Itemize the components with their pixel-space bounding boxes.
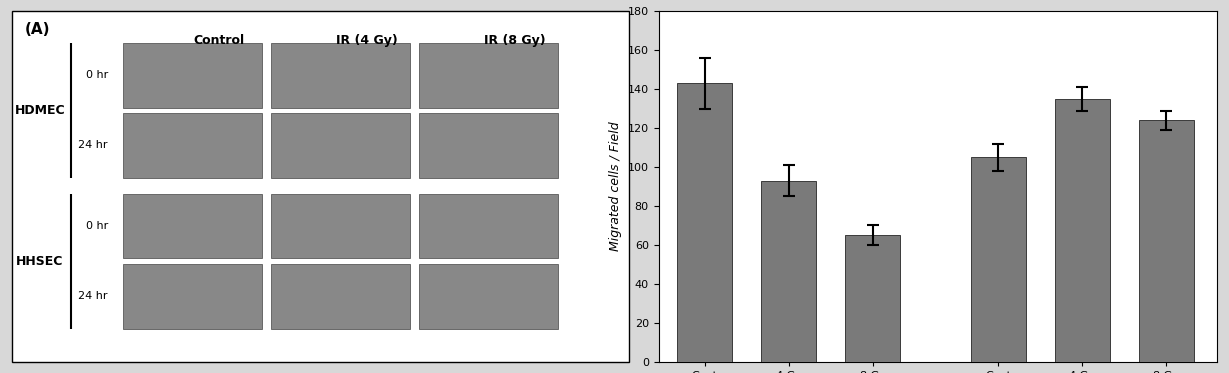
Text: 24 hr: 24 hr xyxy=(79,140,108,150)
Bar xyxy=(677,83,732,362)
Text: HHSEC: HHSEC xyxy=(16,254,64,267)
Text: 24 hr: 24 hr xyxy=(79,291,108,301)
Text: 0 hr: 0 hr xyxy=(86,221,108,231)
Bar xyxy=(123,43,262,107)
Bar xyxy=(971,157,1026,362)
Bar xyxy=(419,264,558,329)
Text: 0 hr: 0 hr xyxy=(86,70,108,80)
Text: IR (4 Gy): IR (4 Gy) xyxy=(336,34,398,47)
Text: (A): (A) xyxy=(25,22,50,37)
Bar xyxy=(1139,120,1193,362)
Bar xyxy=(1056,99,1110,362)
Bar xyxy=(272,264,410,329)
Bar xyxy=(123,194,262,258)
Bar xyxy=(419,43,558,107)
Bar xyxy=(272,43,410,107)
Bar xyxy=(272,113,410,178)
Bar xyxy=(762,181,816,362)
Bar xyxy=(123,264,262,329)
Text: Control: Control xyxy=(193,34,245,47)
Text: IR (8 Gy): IR (8 Gy) xyxy=(484,34,546,47)
Bar xyxy=(846,235,900,362)
Bar xyxy=(123,113,262,178)
Text: HDMEC: HDMEC xyxy=(15,104,65,117)
Bar xyxy=(419,113,558,178)
Y-axis label: Migrated cells / Field: Migrated cells / Field xyxy=(610,122,622,251)
Bar xyxy=(272,194,410,258)
Bar xyxy=(419,194,558,258)
